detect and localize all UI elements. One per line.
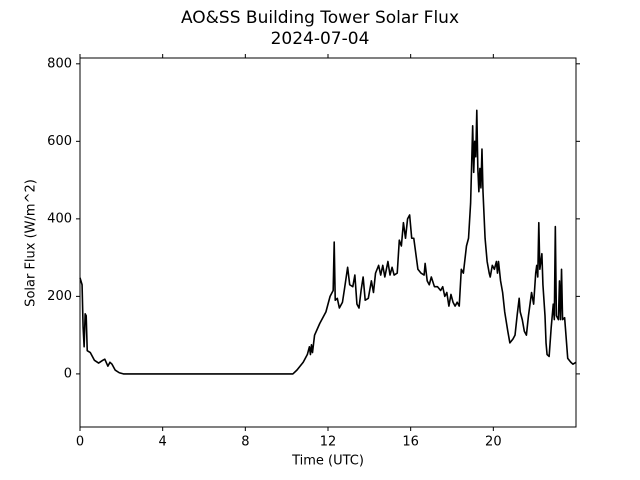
y-tick-label: 600 xyxy=(47,134,72,149)
chart-subtitle: 2024-07-04 xyxy=(271,29,370,49)
y-tick-label: 400 xyxy=(47,211,72,226)
y-tick-label: 800 xyxy=(47,56,72,71)
x-tick-label: 0 xyxy=(76,435,84,450)
chart-title: AO&SS Building Tower Solar Flux xyxy=(181,8,459,28)
y-tick-label: 200 xyxy=(47,289,72,304)
axes-frame xyxy=(79,57,577,428)
x-tick-label: 8 xyxy=(241,435,249,450)
y-axis-label: Solar Flux (W/m^2) xyxy=(24,179,39,307)
x-tick-label: 20 xyxy=(485,435,502,450)
x-tick-label: 12 xyxy=(320,435,337,450)
x-axis-label: Time (UTC) xyxy=(291,454,364,469)
y-tick-label: 0 xyxy=(64,366,72,381)
x-tick-label: 4 xyxy=(159,435,167,450)
data-line xyxy=(79,109,577,375)
x-tick-label: 16 xyxy=(402,435,419,450)
